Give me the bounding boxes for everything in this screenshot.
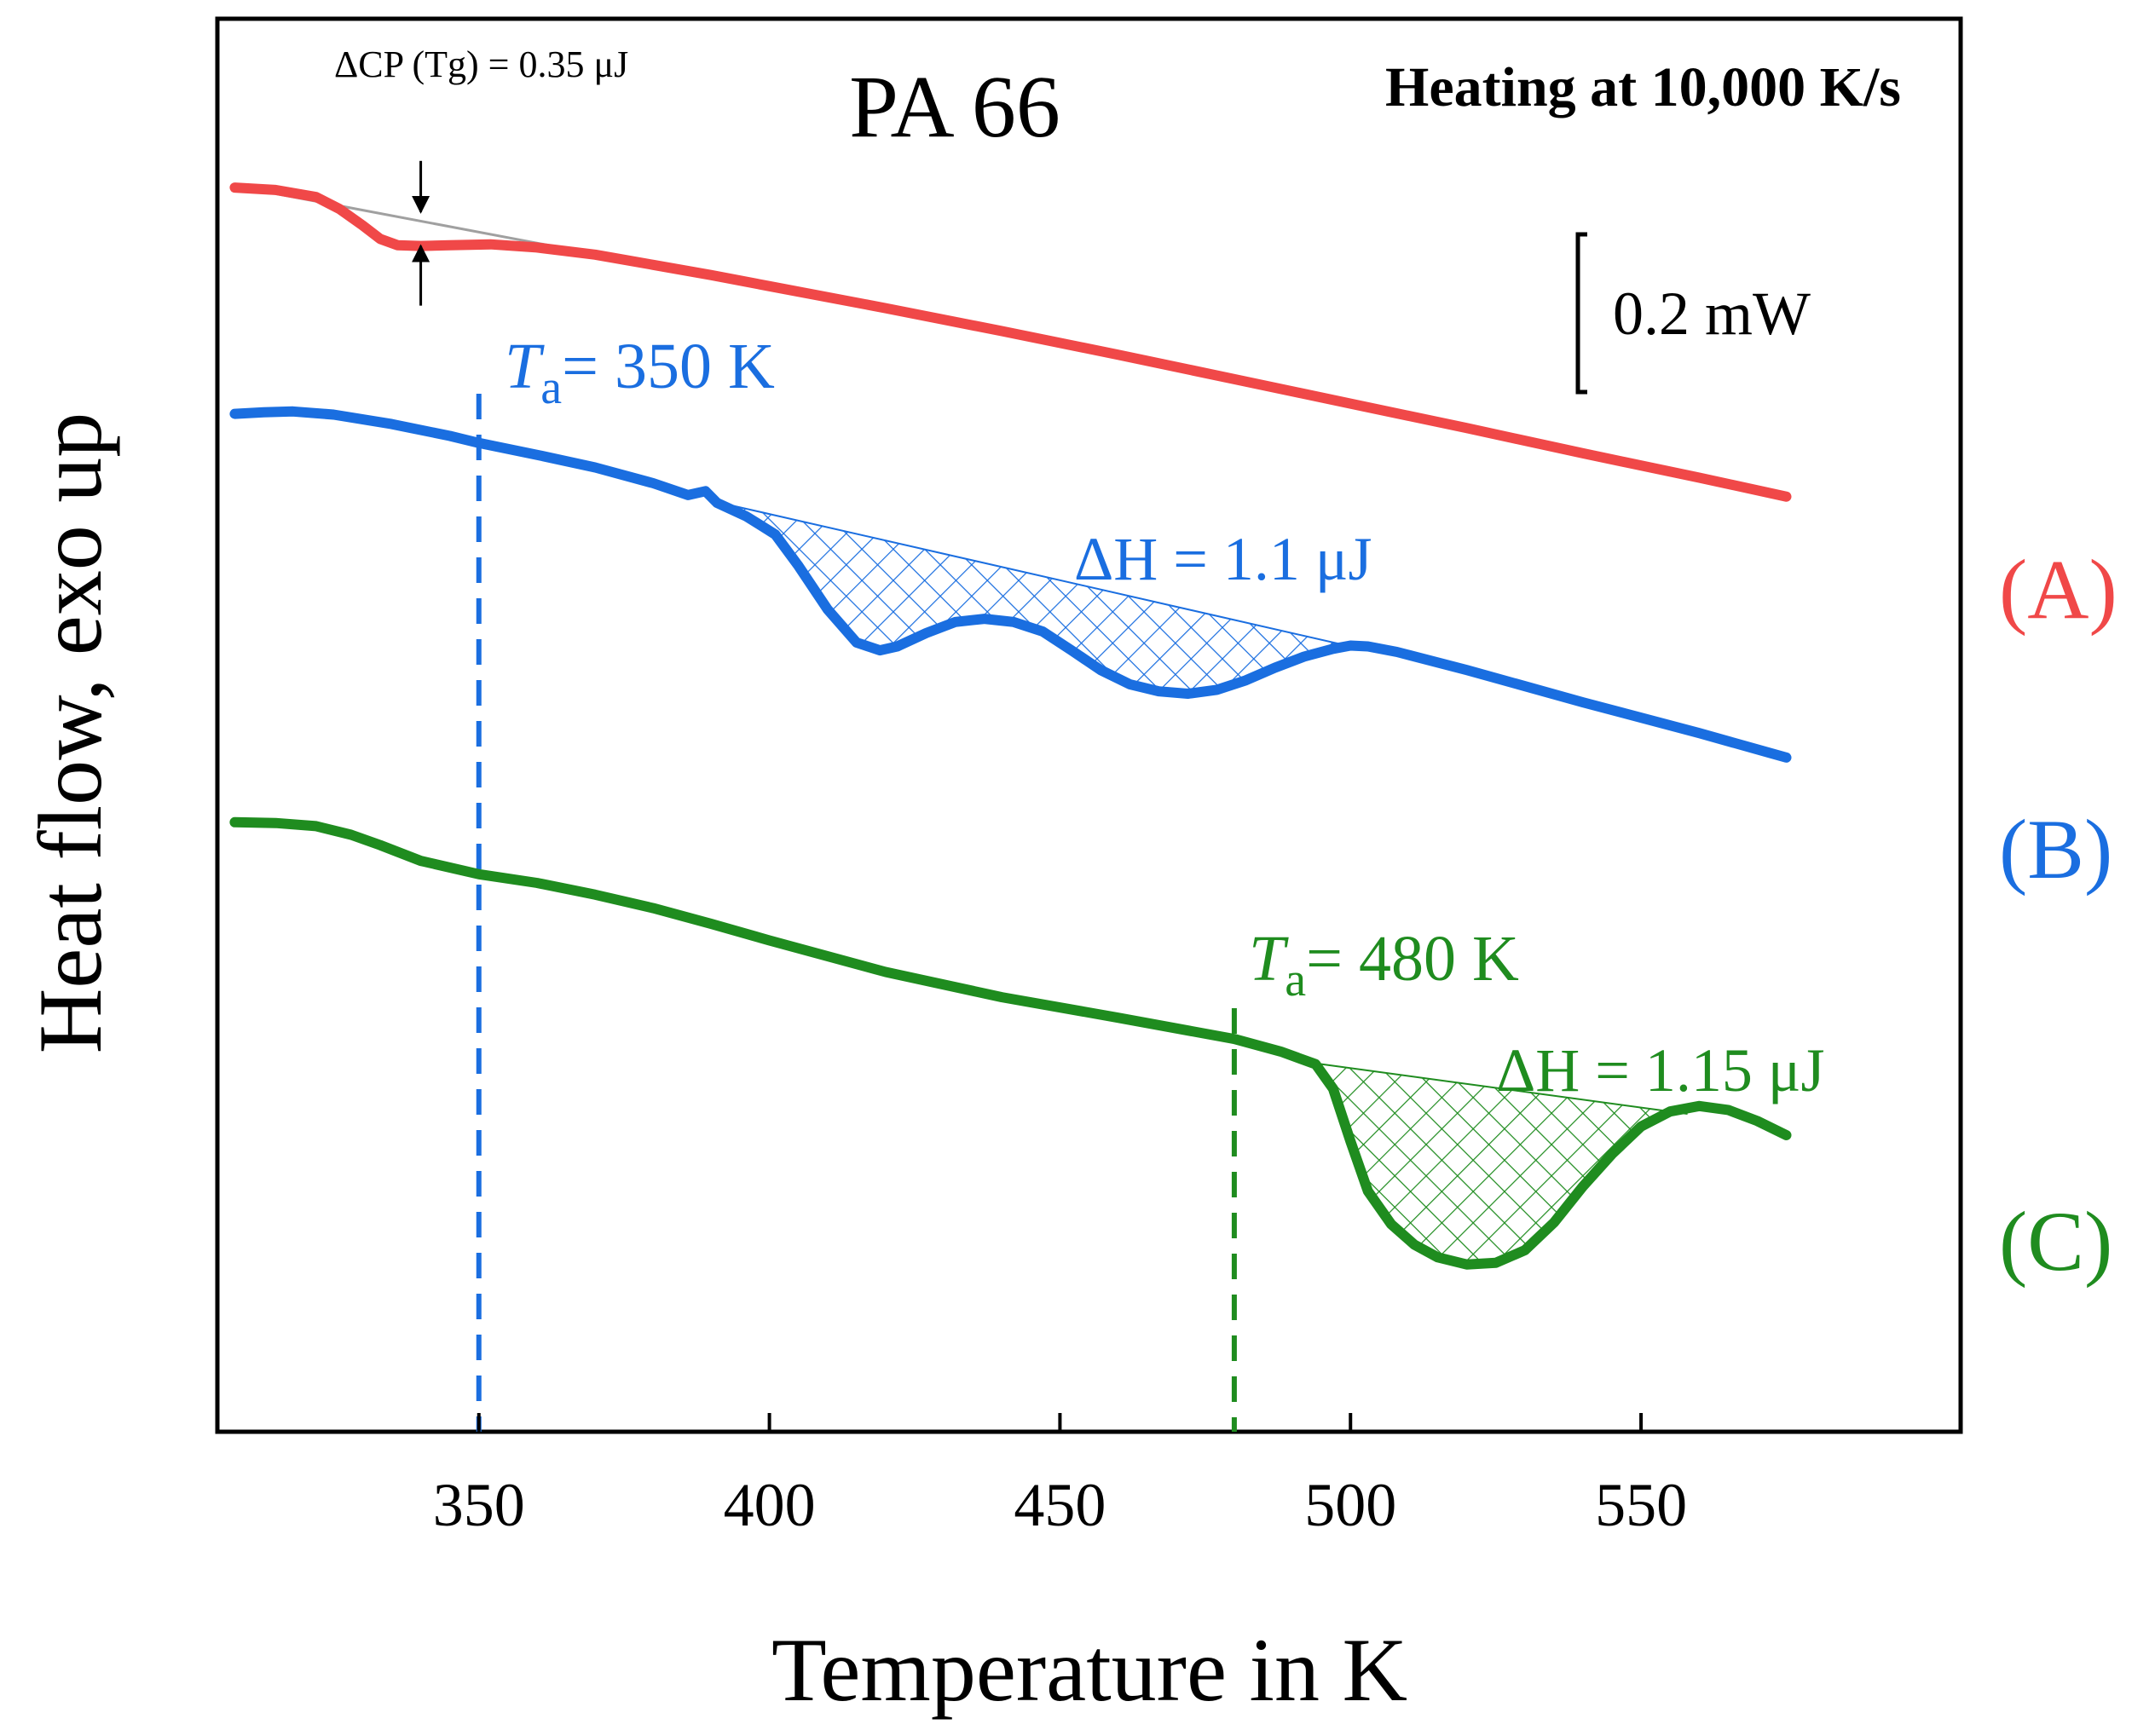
x-axis-label: Temperature in K	[771, 1620, 1407, 1720]
x-tick-label-350: 350	[433, 1471, 525, 1539]
series-label-c: (C)	[1999, 1194, 2112, 1289]
enthalpy-label-c: ΔH = 1.15 μJ	[1496, 1036, 1825, 1104]
annealing-label-b: Ta= 350 K	[505, 331, 775, 414]
enthalpy-label-b: ΔH = 1.1 μJ	[1074, 525, 1372, 593]
chart-title: PA 66	[849, 58, 1060, 156]
curve-a	[229, 182, 1792, 502]
annealing-label-c: Ta= 480 K	[1249, 923, 1519, 1006]
curve-c	[229, 816, 1792, 1270]
series-label-a: (A)	[1999, 542, 2117, 637]
curve-b	[229, 406, 1792, 763]
scale-bar-label: 0.2 mW	[1613, 280, 1811, 348]
plot-frame	[215, 16, 1963, 1434]
tg-annotation: ΔCP (Tg) = 0.35 μJ	[334, 43, 628, 85]
x-tick-label-500: 500	[1304, 1471, 1396, 1539]
scale-bar	[1575, 232, 1587, 395]
y-axis-label: Heat flow, exo up	[20, 412, 120, 1054]
x-tick-label-450: 450	[1014, 1471, 1106, 1539]
chart-subtitle: Heating at 10,000 K/s	[1385, 56, 1901, 118]
x-tick-label-550: 550	[1595, 1471, 1687, 1539]
x-tick-label-400: 400	[724, 1471, 816, 1539]
series-label-b: (B)	[1999, 802, 2112, 897]
x-axis-ticks: 350 400 450 500 550	[433, 1413, 1687, 1539]
